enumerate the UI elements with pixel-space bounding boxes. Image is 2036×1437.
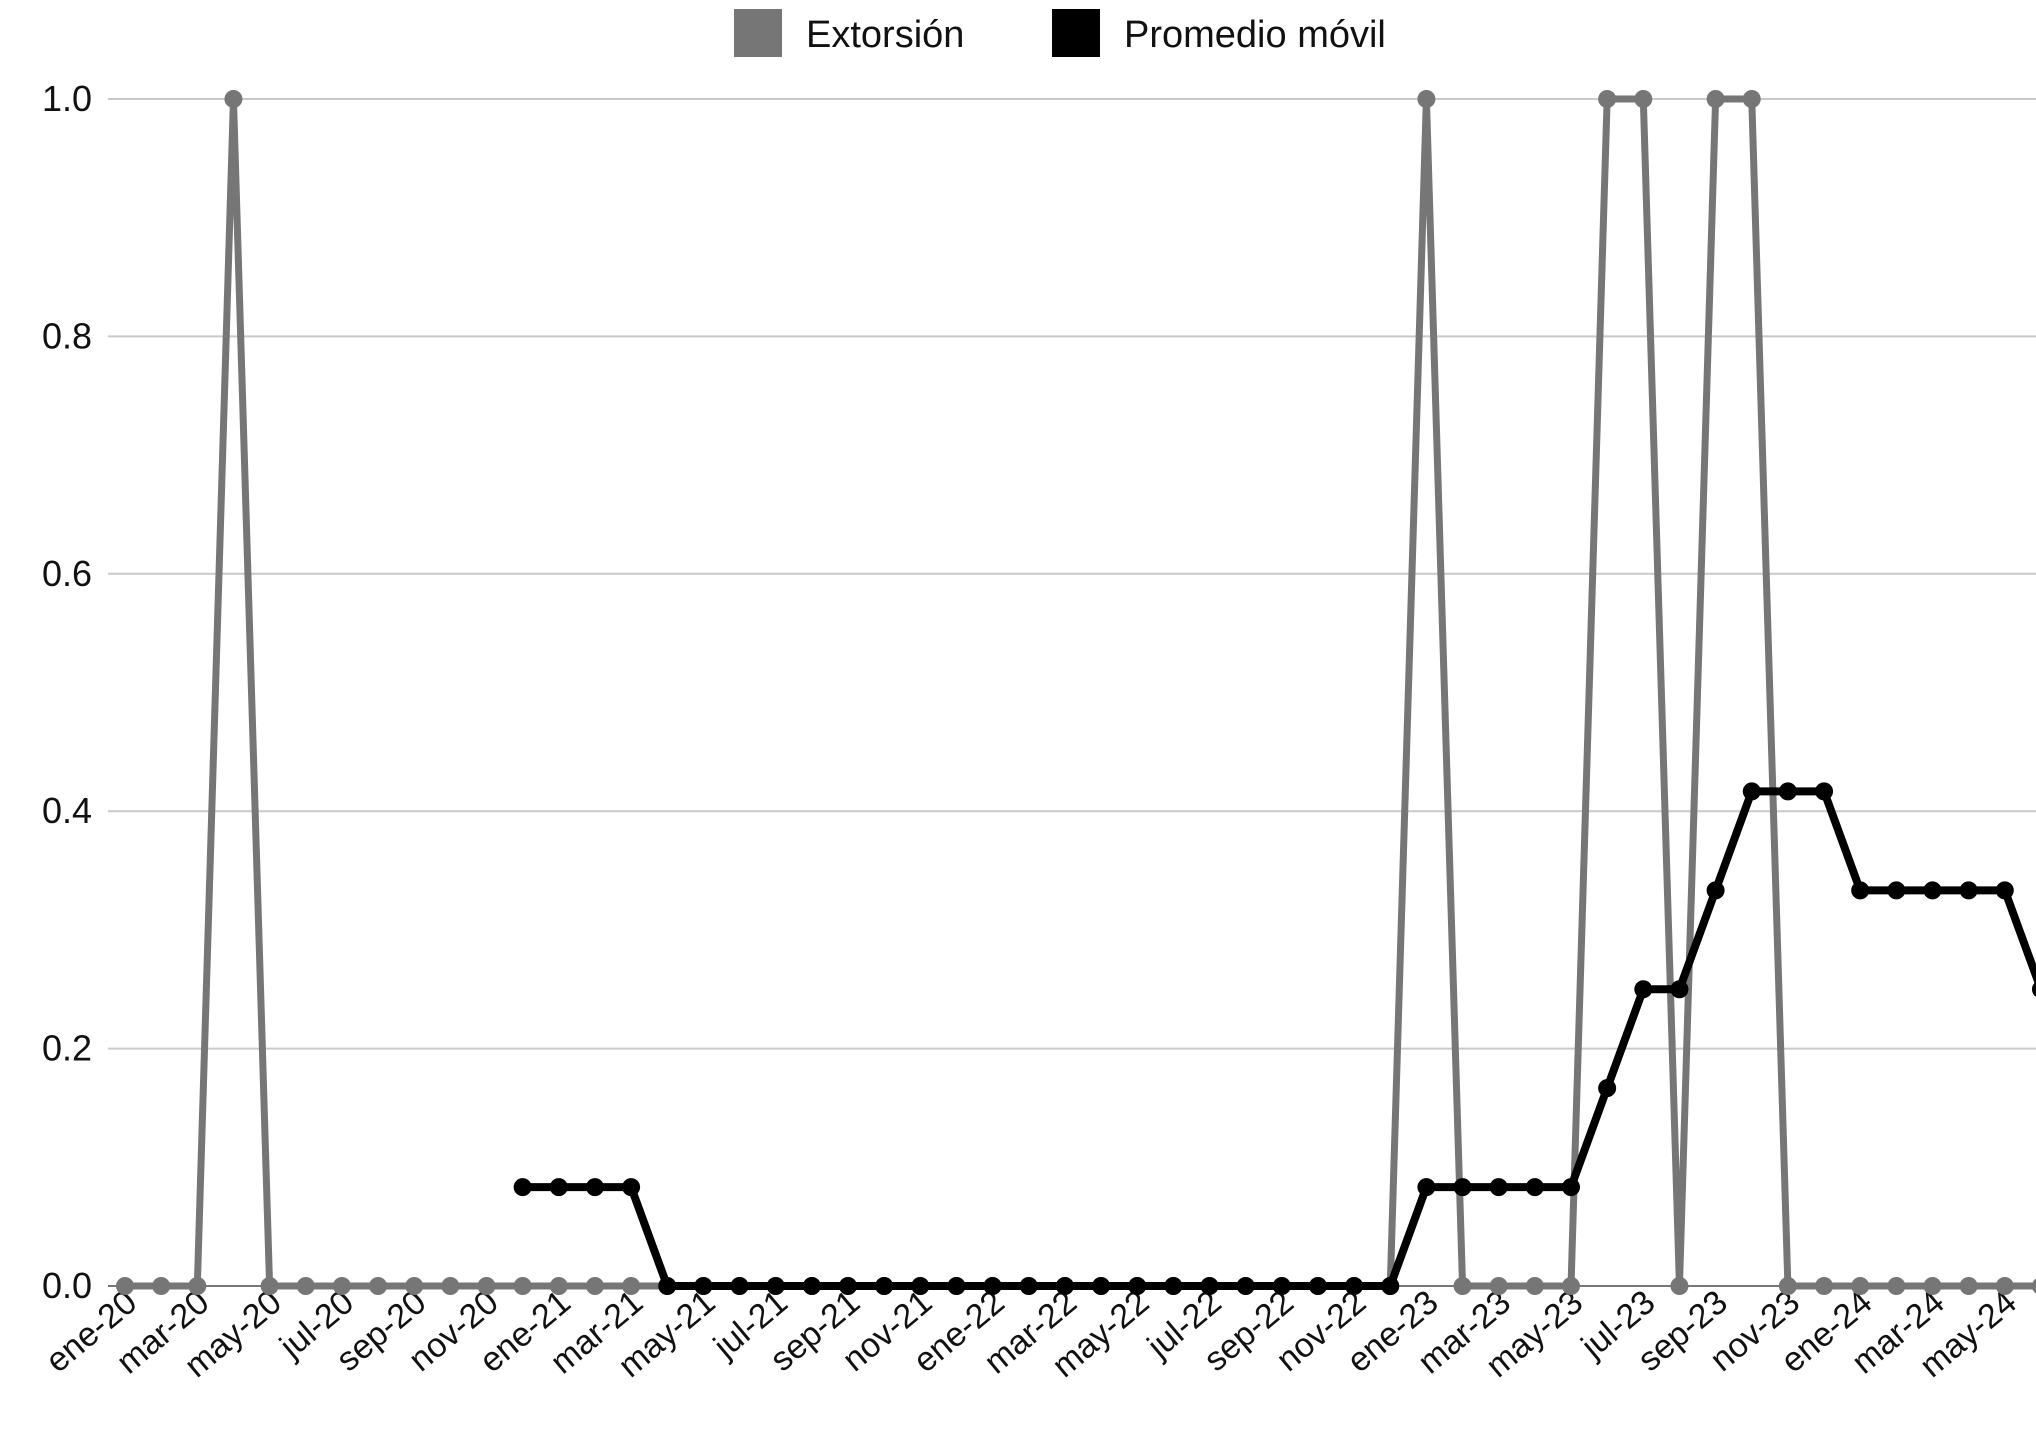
y-tick-label: 0.8 [42,315,92,356]
data-point [1670,1277,1689,1295]
data-point [1019,1277,1038,1295]
data-point [1489,1277,1508,1295]
data-point [1345,1277,1364,1295]
series-1 [513,782,2036,1295]
axes: 0.00.20.40.60.81.0ene-20mar-20may-20jul-… [39,78,2036,1385]
data-point [1489,1178,1508,1197]
data-point [1525,1178,1544,1197]
data-point [983,1277,1002,1295]
data-point [1706,90,1725,108]
data-point [1562,1178,1580,1197]
legend-label: Promedio móvil [1124,14,1386,56]
series-line [121,95,2036,1290]
data-point [1381,1277,1400,1295]
data-point [1851,881,1870,900]
data-point [766,1277,785,1295]
data-point [1417,1178,1436,1197]
y-tick-label: 0.4 [42,790,92,831]
data-point [152,1277,171,1295]
data-point [658,1277,677,1295]
data-point [224,90,243,108]
data-point [1200,1277,1219,1295]
data-point [1164,1277,1183,1295]
data-point [1778,1277,1797,1295]
data-point [1887,881,1906,900]
data-point [1995,881,2014,900]
data-point [260,1277,279,1295]
data-point [585,1178,604,1197]
data-point [1634,980,1653,999]
y-tick-label: 0.0 [42,1265,92,1306]
data-point [296,1277,315,1295]
data-point [1851,1277,1870,1295]
data-point [1128,1277,1147,1295]
data-point [1308,1277,1327,1295]
y-tick-label: 0.2 [42,1028,92,1069]
data-point [1453,1277,1472,1295]
data-point [1923,881,1942,900]
data-point [1887,1277,1906,1295]
data-point [513,1277,532,1295]
data-point [947,1277,966,1295]
series-line [518,787,2036,1290]
data-point [369,1277,388,1295]
data-point [1706,881,1725,900]
data-point [911,1277,930,1295]
data-point [1670,980,1689,999]
data-point [549,1277,568,1295]
series-0 [116,90,2036,1295]
data-point [622,1277,641,1295]
data-point [585,1277,604,1295]
data-point [477,1277,496,1295]
data-point [2031,981,2036,997]
legend: Extorsión Promedio móvil [734,9,1386,57]
data-point [2031,1278,2036,1294]
data-point [1598,90,1617,108]
data-point [1598,1079,1617,1098]
legend-swatch [734,9,782,57]
data-point [441,1277,460,1295]
data-point [1272,1277,1291,1295]
data-point [839,1277,857,1295]
data-point [1778,782,1797,801]
data-point [1634,90,1653,108]
data-point [622,1178,641,1197]
data-point [188,1277,207,1295]
data-point [1525,1277,1544,1295]
data-point [802,1277,821,1295]
series-layer [116,90,2036,1295]
y-tick-label: 0.6 [42,553,92,594]
data-point [694,1277,713,1295]
data-point [730,1277,749,1295]
data-point [1923,1277,1942,1295]
data-point [1055,1277,1074,1295]
data-point [1815,782,1834,801]
data-point [332,1277,351,1295]
data-point [1815,1277,1834,1295]
data-point [1417,90,1436,108]
data-point [1959,1277,1978,1295]
data-point [405,1277,424,1295]
data-point [1236,1277,1255,1295]
legend-label: Extorsión [806,14,964,56]
data-point [513,1178,532,1197]
data-point [1092,1277,1111,1295]
data-point [1959,881,1978,900]
data-point [1742,90,1761,108]
data-point [1453,1178,1472,1197]
legend-swatch [1052,9,1100,57]
data-point [1742,782,1761,801]
data-point [116,1277,134,1295]
data-point [549,1178,568,1197]
data-point [1562,1277,1580,1295]
grid-lines [108,98,2036,1050]
data-point [1995,1277,2014,1295]
data-point [875,1277,894,1295]
y-tick-label: 1.0 [42,78,92,119]
